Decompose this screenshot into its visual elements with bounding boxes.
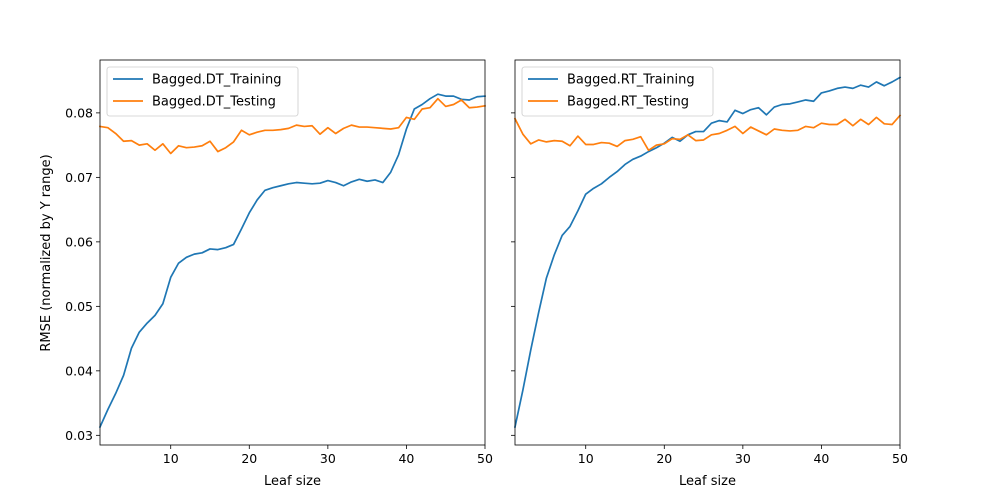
- x-tick-label-10: 10: [163, 451, 179, 466]
- y-axis-label-left: RMSE (normalized by Y range): [39, 154, 54, 351]
- legend: Bagged.RT_Training Bagged.RT_Testing: [521, 66, 714, 117]
- y-tick-label-1: 0.04: [65, 363, 93, 378]
- axes-frame: [514, 59, 901, 446]
- plot-area-right: 10 20 30 40 50 Bagged.RT_Training Bagged.RT_Te…: [511, 59, 908, 466]
- legend-label-bagged-rt-testing: Bagged.RT_Testing: [567, 95, 689, 110]
- chart-panel-left: 10 20 30 40 50 0.03 0.04 0.05 0.06 0.07 0.08 Bagged…: [39, 59, 493, 489]
- y-tick-label-0: 0.03: [65, 428, 93, 443]
- x-tick-label-20: 20: [241, 451, 257, 466]
- legend-label-bagged-rt-training: Bagged.RT_Training: [567, 73, 695, 88]
- legend-box: [106, 66, 299, 117]
- series-line-bagged-dt-training: [98, 93, 486, 429]
- y-tick-label-2: 0.05: [65, 299, 93, 314]
- x-tick-label-50: 50: [477, 451, 493, 466]
- legend-label-bagged-dt-testing: Bagged.DT_Testing: [152, 95, 276, 110]
- x-tick-label-30: 30: [735, 451, 751, 466]
- axes-frame: [99, 59, 486, 446]
- y-tick-label-4: 0.07: [65, 170, 93, 185]
- x-axis-label-left: Leaf size: [264, 474, 321, 489]
- series-line-bagged-rt-training: [513, 76, 902, 428]
- legend-label-bagged-dt-training: Bagged.DT_Training: [152, 73, 282, 88]
- x-tick-label-40: 40: [398, 451, 414, 466]
- series-line-bagged-rt-testing: [513, 114, 902, 152]
- plot-area-left: 10 20 30 40 50 0.03 0.04 0.05 0.06 0.07 0.08 Bagged…: [65, 59, 493, 466]
- x-tick-label-50: 50: [892, 451, 908, 466]
- series-line-bagged-dt-testing: [99, 97, 486, 155]
- legend: Bagged.DT_Training Bagged.DT_Testing: [106, 66, 299, 117]
- y-tick-label-3: 0.06: [65, 234, 93, 249]
- chart-panel-right: 10 20 30 40 50 Bagged.RT_Training Bagged.RT_Te…: [511, 59, 908, 489]
- x-axis-label-right: Leaf size: [679, 474, 736, 489]
- legend-box: [521, 66, 714, 117]
- x-tick-label-20: 20: [656, 451, 672, 466]
- x-tick-label-40: 40: [813, 451, 829, 466]
- y-tick-label-5: 0.08: [65, 105, 93, 120]
- x-tick-label-30: 30: [320, 451, 336, 466]
- x-tick-label-10: 10: [578, 451, 594, 466]
